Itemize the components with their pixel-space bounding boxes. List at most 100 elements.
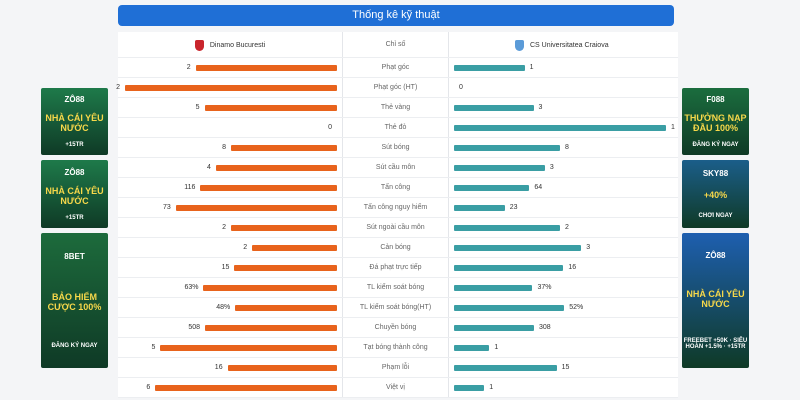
ad-headline: NHÀ CÁI YÊU NƯỚC xyxy=(686,288,745,309)
home-stat-value: 16 xyxy=(214,364,223,371)
home-stat-value: 15 xyxy=(221,264,230,271)
home-stat-value: 4 xyxy=(206,164,211,171)
stat-label: Sút bóng xyxy=(343,138,449,157)
stat-row: 2 Phạt góc (HT) 0 xyxy=(116,78,678,98)
away-stat-value: 16 xyxy=(568,264,577,271)
stat-label: Phạt góc (HT) xyxy=(343,78,449,97)
home-stat-bar xyxy=(200,185,337,191)
stat-row: 16 Phạm lỗi 15 xyxy=(118,358,678,378)
ad-cta: +15TR xyxy=(65,141,84,148)
away-stat-value: 308 xyxy=(539,324,551,331)
stat-label: Việt vị xyxy=(343,378,449,397)
stat-label: Đá phạt trực tiếp xyxy=(343,258,449,277)
home-stat-bar xyxy=(203,285,337,291)
stat-label: Sút cầu môn xyxy=(343,158,449,177)
stat-column-header: Chỉ số xyxy=(343,32,449,57)
away-stat-value: 23 xyxy=(509,204,518,211)
away-stat-bar xyxy=(454,245,582,251)
away-stat-bar xyxy=(454,325,535,331)
stat-row: 63% TL kiểm soát bóng 37% xyxy=(118,278,678,298)
home-stat-value: 63% xyxy=(184,284,199,291)
ad-banner-right-3[interactable]: ZÔ88 NHÀ CÁI YÊU NƯỚC FREEBET +50K · SIÊU … xyxy=(682,233,749,368)
home-team-logo-icon xyxy=(194,39,204,51)
stat-label: TL kiểm soát bóng(HT) xyxy=(343,298,449,317)
away-stat-value: 2 xyxy=(565,224,569,231)
home-stat-bar xyxy=(231,225,337,231)
ad-headline: +40% xyxy=(703,190,728,201)
home-stat-bar xyxy=(155,385,337,391)
home-stat-value: 0 xyxy=(328,124,332,131)
home-stat-bar xyxy=(252,245,337,251)
stat-label: Chuyền bóng xyxy=(343,318,449,337)
stats-table: Dinamo Bucuresti Chỉ số CS Universitatea… xyxy=(116,32,678,398)
ad-headline: NHÀ CÁI YÊU NƯỚC xyxy=(45,185,104,206)
ad-banner-right-1[interactable]: F088 THƯỞNG NẠP ĐẦU 100% ĐĂNG KÝ NGAY xyxy=(682,88,749,155)
away-stat-bar xyxy=(454,225,560,231)
away-team-name: CS Universitatea Craiova xyxy=(530,41,609,49)
stat-label: Sút ngoài cầu môn xyxy=(343,218,449,237)
away-stat-value: 52% xyxy=(569,304,584,311)
away-stat-value: 1 xyxy=(494,344,499,351)
away-stat-value: 0 xyxy=(459,84,463,91)
away-stat-bar xyxy=(454,105,534,111)
ad-brand: ZÔ88 xyxy=(705,250,726,260)
stat-row: 5 Tạt bóng thành công 1 xyxy=(118,338,678,358)
ad-headline: THƯỞNG NẠP ĐẦU 100% xyxy=(684,112,747,133)
home-stat-bar xyxy=(160,345,337,351)
stat-row: 4 Sút cầu môn 3 xyxy=(118,158,678,178)
home-stat-value: 48% xyxy=(216,304,231,311)
home-stat-bar xyxy=(215,165,337,171)
away-stat-bar xyxy=(454,265,564,271)
home-stat-bar xyxy=(175,205,337,211)
table-header: Dinamo Bucuresti Chỉ số CS Universitatea… xyxy=(118,32,678,58)
home-stat-value: 8 xyxy=(222,144,226,151)
away-stat-value: 3 xyxy=(538,104,543,111)
ad-cta: ĐĂNG KÝ NGAY xyxy=(51,343,98,350)
ad-cta: ĐĂNG KÝ NGAY xyxy=(692,141,739,148)
section-title: Thống kê kỹ thuật xyxy=(118,5,674,26)
away-stat-bar xyxy=(454,305,565,311)
away-team-logo-icon xyxy=(515,39,524,51)
away-stat-value: 3 xyxy=(549,164,554,171)
ad-brand: 8BET xyxy=(64,251,85,261)
home-stat-value: 508 xyxy=(188,324,201,331)
ad-cta: +15TR xyxy=(65,214,84,221)
home-stat-value: 2 xyxy=(243,244,248,251)
ad-banner-left-3[interactable]: 8BET BẢO HIỂM CƯỢC 100% ĐĂNG KÝ NGAY xyxy=(41,233,108,368)
stat-label: Tấn công nguy hiểm xyxy=(343,198,449,217)
away-stat-bar xyxy=(454,65,525,71)
away-stat-bar xyxy=(454,165,545,171)
ad-banner-left-2[interactable]: ZÔ88 NHÀ CÁI YÊU NƯỚC +15TR xyxy=(41,160,108,228)
home-stat-value: 73 xyxy=(163,204,171,211)
stat-row: 2 Cản bóng 3 xyxy=(118,238,678,258)
home-stat-bar xyxy=(205,325,337,331)
home-stat-value: 5 xyxy=(151,344,156,351)
away-stat-bar xyxy=(454,185,530,191)
stat-row: 48% TL kiểm soát bóng(HT) 52% xyxy=(118,298,678,318)
away-stat-bar xyxy=(454,285,533,291)
ad-banner-left-1[interactable]: ZÔ88 NHÀ CÁI YÊU NƯỚC +15TR xyxy=(41,88,108,155)
home-team-name: Dinamo Bucuresti xyxy=(209,41,266,49)
stat-label: Tạt bóng thành công xyxy=(343,338,449,357)
home-stat-value: 5 xyxy=(195,104,200,111)
home-stat-value: 2 xyxy=(186,64,191,71)
away-stat-value: 37% xyxy=(537,284,552,291)
stat-label: TL kiểm soát bóng xyxy=(343,278,449,297)
stat-label: Phạm lỗi xyxy=(343,358,449,377)
ad-banner-right-2[interactable]: SKY88 +40% CHƠI NGAY xyxy=(682,160,749,228)
ad-headline: BẢO HIỂM CƯỢC 100% xyxy=(47,291,102,312)
ad-brand: ZÔ88 xyxy=(64,167,85,177)
ad-brand: SKY88 xyxy=(702,169,729,179)
ad-brand: ZÔ88 xyxy=(64,95,85,105)
home-stat-value: 2 xyxy=(222,224,226,231)
stat-row: 508 Chuyền bóng 308 xyxy=(118,318,678,338)
away-stat-bar xyxy=(454,345,490,351)
away-stat-value: 8 xyxy=(565,144,569,151)
ad-brand: F088 xyxy=(706,95,725,105)
stat-row: 116 Tấn công 64 xyxy=(118,178,678,198)
stat-row: 2 Phạt góc 1 xyxy=(118,58,678,78)
away-stat-bar xyxy=(454,385,485,391)
away-stat-bar xyxy=(454,145,560,151)
away-stat-bar xyxy=(454,125,666,131)
stat-label: Tấn công xyxy=(343,178,449,197)
